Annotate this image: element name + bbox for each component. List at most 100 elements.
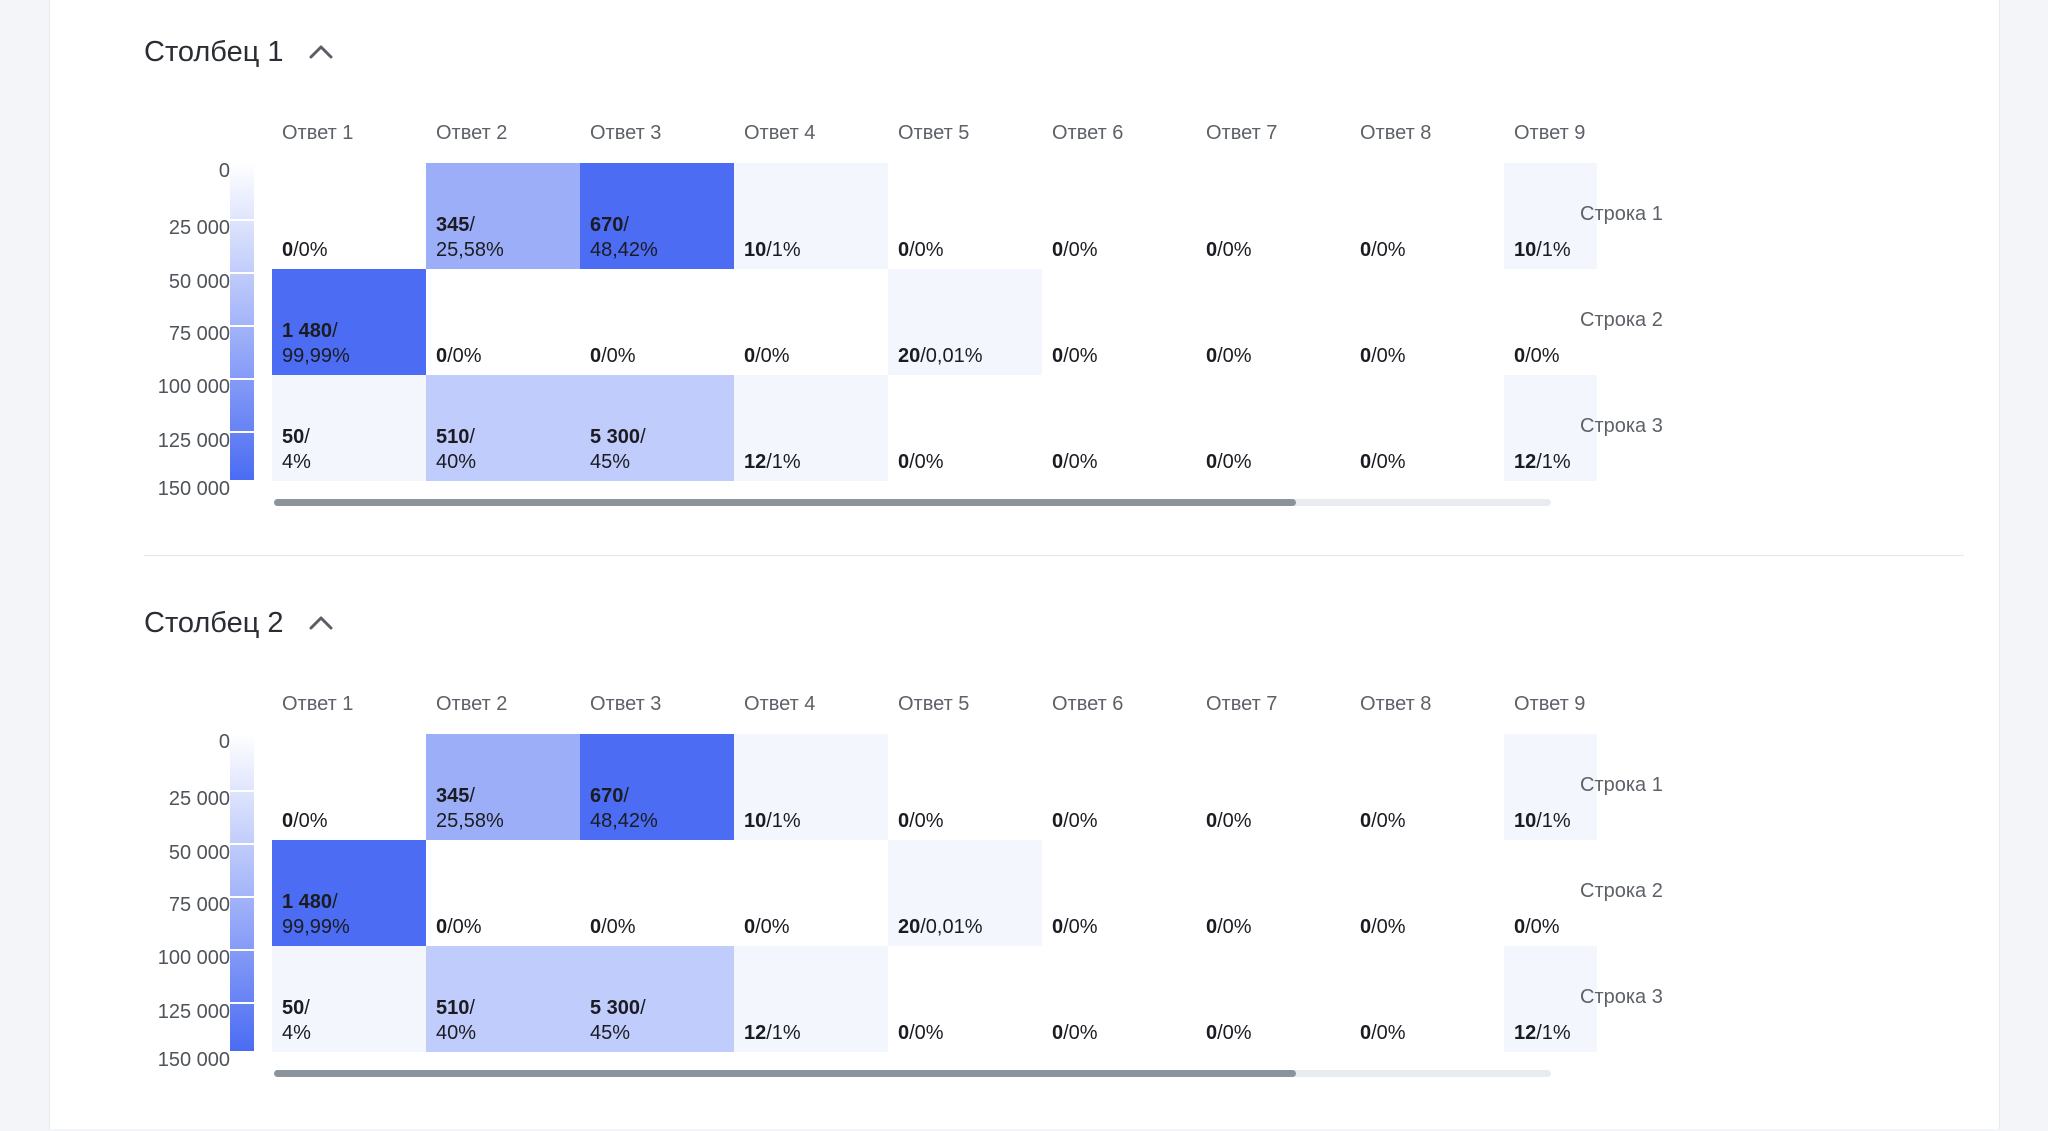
heatmap-cell: 0/0% — [734, 840, 888, 946]
cell-value-line: 0/0% — [898, 1021, 1042, 1046]
cell-value-line: 0/0% — [898, 809, 1042, 834]
column-label: Ответ 9 — [1514, 693, 1586, 715]
cell-count: 20 — [898, 345, 921, 367]
cell-count: 10 — [744, 239, 767, 261]
cell-count-line: 345/ — [436, 785, 475, 807]
cell-count: 510 — [436, 997, 470, 1019]
column-label: Ответ 7 — [1206, 122, 1278, 144]
heatmap-cell: 1 480/99,99% — [272, 840, 426, 946]
cell-percent: /0% — [909, 810, 944, 832]
scrollbar-thumb[interactable] — [274, 499, 1296, 506]
column-label: Ответ 7 — [1206, 693, 1278, 715]
scale-tick-mark — [230, 790, 254, 792]
chevron-up-icon[interactable] — [304, 606, 338, 640]
cell-value-line: 0/0% — [898, 238, 1042, 263]
heatmap-cell: 5 300/45% — [580, 946, 734, 1052]
section-title: Столбец 2 — [144, 607, 284, 639]
cell-percent: /1% — [766, 1022, 801, 1044]
scale-tick-mark — [230, 896, 254, 898]
column-label: Ответ 4 — [744, 122, 816, 144]
heatmap-cell: 10/1% — [734, 163, 888, 269]
cell-count-line: 1 480/ — [282, 891, 338, 913]
cell-value-line: 0/0% — [1360, 344, 1504, 369]
cell-count: 0 — [282, 239, 294, 261]
scale-tick-mark — [230, 272, 254, 274]
column-label: Ответ 1 — [282, 122, 354, 144]
cell-percent: /1% — [766, 810, 801, 832]
scale-tick-label: 75 000 — [168, 894, 230, 916]
cell-percent: 40% — [436, 451, 477, 473]
cell-value-line: 0/0% — [590, 344, 734, 369]
cell-count: 10 — [1514, 239, 1537, 261]
cell-count: 0 — [744, 345, 756, 367]
scale-tick-label: 100 000 — [157, 376, 230, 398]
horizontal-scrollbar[interactable] — [274, 1070, 1551, 1077]
heatmap-cell: 510/40% — [426, 946, 580, 1052]
heatmap-cell: 10/1% — [734, 734, 888, 840]
color-scale-bar — [230, 734, 254, 1051]
cell-count: 0 — [1514, 916, 1526, 938]
cell-percent: /0% — [1371, 1022, 1406, 1044]
scale-tick-label: 50 000 — [168, 271, 230, 293]
cell-count: 0 — [1052, 451, 1064, 473]
row-label: Строка 2 — [1580, 309, 1663, 331]
cell-count: 1 480 — [282, 891, 333, 913]
heatmap-cell: 0/0% — [1350, 375, 1504, 481]
cell-percent: /0% — [1063, 239, 1098, 261]
heatmap-cell: 0/0% — [426, 840, 580, 946]
cell-count: 0 — [1514, 345, 1526, 367]
cell-count: 0 — [898, 810, 910, 832]
column-label: Ответ 9 — [1514, 122, 1586, 144]
cell-count: 0 — [1360, 239, 1372, 261]
cell-count: 0 — [1360, 451, 1372, 473]
heatmap-cell: 345/25,58% — [426, 734, 580, 840]
cell-percent: /0% — [447, 916, 482, 938]
heatmap-cell: 0/0% — [1196, 163, 1350, 269]
heatmap-cell: 0/0% — [1196, 269, 1350, 375]
scale-tick-label: 75 000 — [168, 323, 230, 345]
horizontal-scrollbar[interactable] — [274, 499, 1551, 506]
scale-tick-mark — [230, 949, 254, 951]
cell-percent: 25,58% — [436, 239, 504, 261]
heatmap-cell: 0/0% — [888, 163, 1042, 269]
cell-count: 0 — [1206, 810, 1218, 832]
row-label: Строка 2 — [1580, 880, 1663, 902]
column-label: Ответ 8 — [1360, 693, 1432, 715]
cell-count: 510 — [436, 426, 470, 448]
section-divider — [144, 555, 1964, 556]
cell-count: 5 300 — [590, 997, 641, 1019]
scale-tick-label: 150 000 — [157, 478, 230, 500]
scrollbar-thumb[interactable] — [274, 1070, 1296, 1077]
cell-count: 10 — [744, 810, 767, 832]
cell-count: 0 — [1052, 1022, 1064, 1044]
cell-value-line: 0/0% — [436, 344, 580, 369]
heatmap-cell: 0/0% — [1042, 269, 1196, 375]
column-label: Ответ 2 — [436, 122, 508, 144]
cell-percent: /0% — [1525, 916, 1560, 938]
cell-value-line: 12/1% — [744, 1021, 888, 1046]
chevron-up-icon[interactable] — [304, 35, 338, 69]
cell-count: 0 — [1206, 451, 1218, 473]
column-label: Ответ 1 — [282, 693, 354, 715]
heatmap-cell: 0/0% — [1196, 734, 1350, 840]
report-card: Столбец 1 Ответ 1 Ответ 2 Ответ 3 Ответ 4 От… — [49, 0, 2000, 1129]
cell-count: 0 — [1052, 239, 1064, 261]
heatmap-cell: 0/0% — [1350, 946, 1504, 1052]
heatmap-cell: 0/0% — [1350, 734, 1504, 840]
cell-count: 50 — [282, 997, 305, 1019]
cell-value-line: 0/0% — [1052, 1021, 1196, 1046]
heatmap-cell: 670/48,42% — [580, 734, 734, 840]
section-header[interactable]: Столбец 1 — [144, 33, 338, 71]
cell-count-line: 5 300/ — [590, 426, 646, 448]
scale-tick-label: 125 000 — [157, 1001, 230, 1023]
heatmap-cell: 0/0% — [1042, 840, 1196, 946]
color-scale-axis: 0 25 000 50 000 75 000 100 000 125 000 150 000 — [110, 731, 230, 1071]
section-header[interactable]: Столбец 2 — [144, 604, 338, 642]
color-scale-axis: 0 25 000 50 000 75 000 100 000 125 000 150 000 — [110, 160, 230, 500]
cell-percent: /0% — [1063, 916, 1098, 938]
cell-value-line: 0/0% — [898, 450, 1042, 475]
heatmap-grid: 0/0% 345/25,58% 670/48,42% 10/1% 0/0% 0/0% 0/0… — [272, 163, 1597, 481]
heatmap-section: Столбец 2 Ответ 1 Ответ 2 Ответ 3 Ответ 4 От… — [50, 571, 2001, 1131]
cell-percent: /0% — [1063, 451, 1098, 473]
heatmap-section: Столбец 1 Ответ 1 Ответ 2 Ответ 3 Ответ 4 От… — [50, 0, 2001, 560]
